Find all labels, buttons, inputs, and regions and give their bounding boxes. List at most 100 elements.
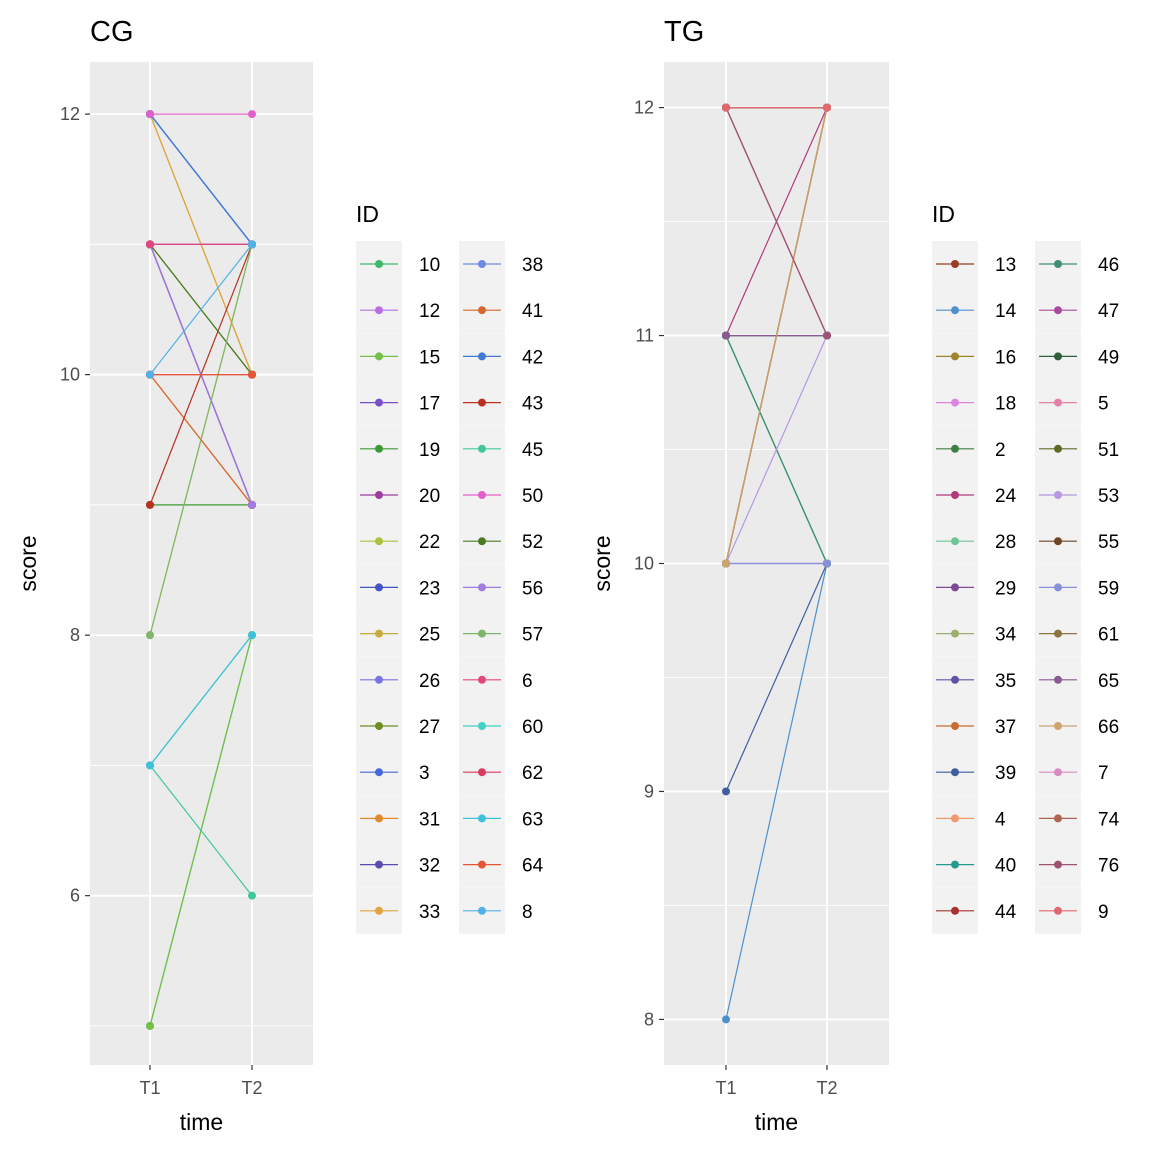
cg-legend-label-45: 45 [522, 440, 543, 461]
tg-legend-key-point-14 [951, 306, 959, 315]
tg-legend-key-point-16 [951, 352, 959, 361]
cg-legend-key-point-57 [478, 629, 486, 638]
tg-legend-key-point-47 [1054, 306, 1062, 315]
cg-legend-key-point-38 [478, 260, 486, 268]
cg-legend-key-point-63 [478, 814, 486, 823]
cg-legend-label-43: 43 [522, 394, 543, 415]
cg-legend-label-3: 3 [419, 763, 430, 784]
cg-data-point-45 [248, 891, 256, 900]
cg-legend-key-point-20 [375, 491, 383, 499]
tg-legend-label-66: 66 [1098, 717, 1119, 738]
cg-legend-key-point-32 [375, 860, 383, 869]
tg-data-point-66 [722, 559, 730, 568]
cg-legend-label-26: 26 [419, 671, 440, 692]
tg-legend-label-46: 46 [1098, 255, 1119, 276]
cg-data-point-50 [248, 110, 256, 119]
cg-legend-label-15: 15 [419, 347, 440, 368]
cg-legend-label-33: 33 [419, 902, 440, 923]
tg-data-point-9 [823, 103, 831, 112]
tg-legend-label-18: 18 [995, 394, 1016, 415]
tg-legend-key-point-37 [951, 722, 959, 730]
cg-legend-label-50: 50 [522, 486, 543, 507]
cg-legend-label-10: 10 [419, 255, 440, 276]
tg-legend-label-49: 49 [1098, 347, 1119, 368]
tg-legend-label-55: 55 [1098, 532, 1119, 553]
cg-legend-label-8: 8 [522, 902, 533, 923]
cg-series-line-63 [149, 634, 253, 766]
cg-legend-key-point-62 [478, 768, 486, 777]
cg-legend-label-23: 23 [419, 578, 440, 599]
cg-data-point-8 [146, 370, 154, 379]
tg-legend-key-point-59 [1054, 583, 1062, 592]
cg-y-axis-title: score [15, 535, 41, 591]
tg-legend-label-28: 28 [995, 532, 1016, 553]
cg-legend-label-19: 19 [419, 440, 440, 461]
cg-legend-label-57: 57 [522, 625, 543, 646]
tg-legend-key-point-35 [951, 675, 959, 684]
cg-panel-background [90, 62, 313, 1065]
tg-legend-key-point-46 [1054, 260, 1062, 268]
cg-legend-title: ID [356, 201, 379, 227]
cg-data-point-8 [248, 240, 256, 249]
cg-x-tick-label: T2 [241, 1078, 262, 1098]
tg-series-line-66 [725, 107, 828, 564]
cg-data-point-64 [248, 370, 256, 379]
cg-legend-label-20: 20 [419, 486, 440, 507]
cg-data-point-63 [248, 631, 256, 640]
cg-legend-key-point-6 [478, 675, 486, 684]
cg-series-line-8 [149, 243, 253, 375]
cg-legend-key-point-22 [375, 537, 383, 546]
tg-legend-key-point-4 [951, 814, 959, 823]
tg-legend-key-point-2 [951, 444, 959, 453]
tg-y-tick-label: 11 [635, 326, 654, 346]
tg-y-tick-label: 12 [634, 98, 654, 118]
tg-series-line-53 [725, 335, 828, 564]
tg-legend-title: ID [932, 201, 955, 227]
tg-legend-label-29: 29 [995, 578, 1016, 599]
cg-legend-key-point-27 [375, 722, 383, 730]
tg-x-tick-label: T2 [816, 1078, 837, 1098]
tg-data-point-14 [722, 1015, 730, 1024]
cg-chart-title: CG [90, 16, 134, 48]
tg-legend-label-39: 39 [995, 763, 1016, 784]
tg-legend-label-9: 9 [1098, 902, 1109, 923]
tg-legend-key-point-61 [1054, 629, 1062, 638]
tg-legend-key-point-76 [1054, 860, 1062, 869]
tg-legend-label-65: 65 [1098, 671, 1119, 692]
cg-legend-key-point-52 [478, 537, 486, 546]
cg-legend-label-38: 38 [522, 255, 543, 276]
tg-legend-key-point-65 [1054, 675, 1062, 684]
cg-legend-key-point-12 [375, 306, 383, 315]
tg-y-tick-label: 9 [644, 781, 654, 801]
cg-legend-key-point-33 [375, 906, 383, 915]
cg-series-line-45 [149, 765, 253, 897]
cg-y-tick-label: 8 [70, 625, 80, 645]
cg-legend-label-60: 60 [522, 717, 543, 738]
cg-data-point-43 [146, 500, 154, 509]
tg-data-point-39 [722, 787, 730, 796]
tg-legend-label-59: 59 [1098, 578, 1119, 599]
cg-legend-key-point-42 [478, 352, 486, 361]
tg-y-axis-title: score [589, 535, 615, 591]
cg-data-point-50 [146, 110, 154, 119]
tg-legend-label-24: 24 [995, 486, 1017, 507]
cg-x-axis-title: time [180, 1109, 223, 1135]
tg-legend-label-44: 44 [995, 902, 1017, 923]
cg-legend-key-point-23 [375, 583, 383, 592]
cg-series-line-42 [149, 113, 253, 245]
cg-legend-key-point-50 [478, 491, 486, 499]
tg-y-tick-label: 10 [634, 554, 654, 574]
cg-legend-label-25: 25 [419, 625, 440, 646]
tg-legend-label-37: 37 [995, 717, 1016, 738]
cg-legend-key-point-10 [375, 260, 383, 268]
cg-y-tick-label: 6 [70, 886, 80, 906]
cg-legend-key-point-26 [375, 675, 383, 684]
tg-x-axis-title: time [755, 1109, 798, 1135]
cg-legend-key-point-8 [478, 906, 486, 915]
cg-legend-key-point-43 [478, 398, 486, 407]
tg-legend-key-point-44 [951, 906, 959, 915]
cg-legend-label-42: 42 [522, 347, 543, 368]
cg-legend-label-6: 6 [522, 671, 533, 692]
cg-legend-label-31: 31 [419, 809, 440, 830]
